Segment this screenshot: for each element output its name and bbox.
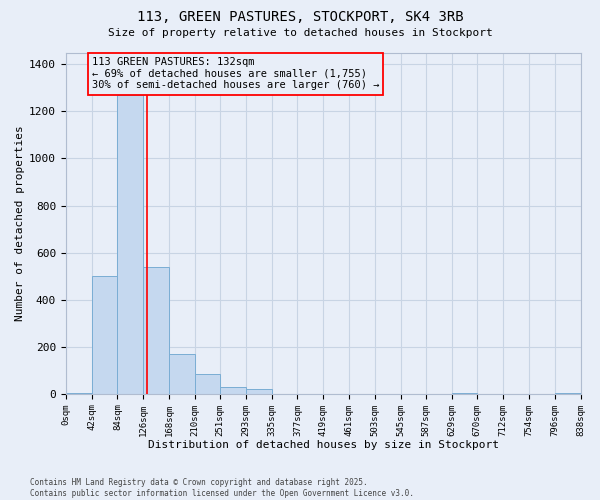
Y-axis label: Number of detached properties: Number of detached properties — [15, 126, 25, 321]
Bar — [92, 276, 118, 394]
Text: Size of property relative to detached houses in Stockport: Size of property relative to detached ho… — [107, 28, 493, 38]
Bar — [555, 392, 581, 394]
Bar — [220, 387, 246, 394]
Bar — [246, 389, 272, 394]
Bar — [195, 374, 220, 394]
Bar — [118, 95, 143, 394]
Text: Contains HM Land Registry data © Crown copyright and database right 2025.
Contai: Contains HM Land Registry data © Crown c… — [30, 478, 414, 498]
X-axis label: Distribution of detached houses by size in Stockport: Distribution of detached houses by size … — [148, 440, 499, 450]
Bar — [143, 266, 169, 394]
Text: 113, GREEN PASTURES, STOCKPORT, SK4 3RB: 113, GREEN PASTURES, STOCKPORT, SK4 3RB — [137, 10, 463, 24]
Bar — [452, 392, 478, 394]
Bar — [66, 392, 92, 394]
Bar — [169, 354, 195, 394]
Text: 113 GREEN PASTURES: 132sqm
← 69% of detached houses are smaller (1,755)
30% of s: 113 GREEN PASTURES: 132sqm ← 69% of deta… — [92, 57, 379, 90]
